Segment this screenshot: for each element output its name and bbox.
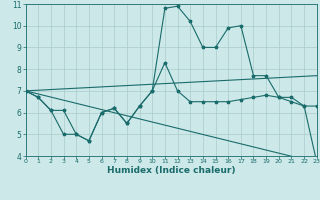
X-axis label: Humidex (Indice chaleur): Humidex (Indice chaleur) bbox=[107, 166, 236, 175]
